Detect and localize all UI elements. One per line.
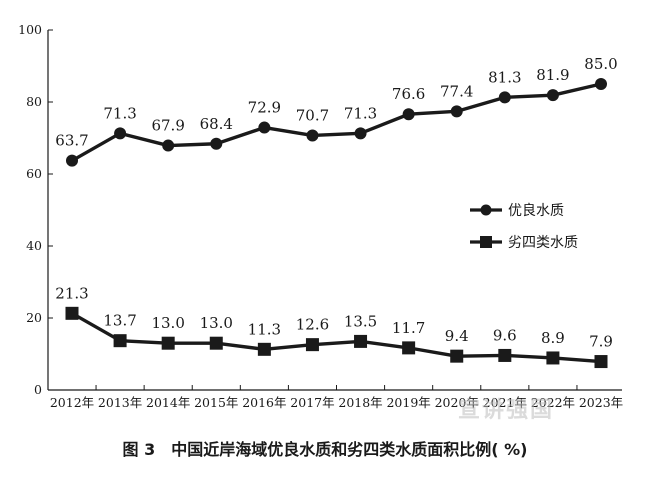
data-label: 72.9	[248, 99, 281, 117]
data-point	[498, 348, 512, 362]
data-label: 13.0	[200, 314, 233, 332]
data-point	[113, 334, 127, 348]
legend-label: 优良水质	[508, 203, 564, 219]
data-point	[65, 306, 79, 320]
x-tick-label: 2013年	[98, 395, 142, 410]
data-label: 12.6	[296, 316, 329, 334]
data-point	[162, 139, 175, 152]
data-label: 13.7	[103, 312, 136, 330]
x-tick-label: 2014年	[146, 395, 190, 410]
data-point	[546, 89, 559, 102]
x-tick-label: 2021年	[483, 395, 527, 410]
data-label: 81.9	[536, 66, 569, 84]
data-label: 76.6	[392, 85, 425, 103]
line-chart: 0 20 40 60 80 100 2012年 2013年 2014年 2015年 2016年 201…	[18, 22, 623, 410]
data-point	[498, 91, 511, 104]
legend-marker	[480, 204, 492, 216]
y-tick-label: 60	[26, 166, 42, 181]
data-label: 71.3	[103, 104, 136, 122]
data-point	[161, 336, 175, 350]
x-tick-label: 2017年	[290, 395, 334, 410]
data-label: 68.4	[200, 115, 233, 133]
data-label: 13.5	[344, 312, 377, 330]
data-label: 67.9	[151, 117, 184, 135]
x-tick-label: 2022年	[531, 395, 575, 410]
data-point	[354, 127, 367, 140]
data-label: 81.3	[488, 68, 521, 86]
data-label: 9.6	[493, 326, 517, 344]
data-point	[305, 338, 319, 352]
data-point	[257, 342, 271, 356]
x-tick-label: 2018年	[338, 395, 382, 410]
data-point	[402, 341, 416, 355]
data-label: 85.0	[584, 55, 617, 73]
x-tick-label: 2023年	[579, 395, 623, 410]
data-label: 13.0	[151, 314, 184, 332]
data-point	[450, 349, 464, 363]
y-tick-label: 80	[26, 94, 42, 109]
data-point	[354, 334, 368, 348]
data-label: 71.3	[344, 104, 377, 122]
data-point	[114, 127, 127, 140]
data-point	[594, 355, 608, 369]
x-tick-label: 2012年	[50, 395, 94, 410]
data-label: 70.7	[296, 106, 329, 124]
legend-label: 劣四类水质	[508, 235, 578, 251]
y-tick-label: 0	[34, 382, 42, 397]
y-tick-label: 40	[26, 238, 42, 253]
data-point	[546, 351, 560, 365]
data-label: 11.3	[248, 320, 281, 338]
figure-caption: 图 3 中国近岸海域优良水质和劣四类水质面积比例( %)	[122, 440, 528, 459]
x-tick-label: 2015年	[194, 395, 238, 410]
data-point	[450, 105, 463, 118]
series-line-2	[71, 311, 602, 364]
data-point	[210, 137, 223, 150]
data-label: 63.7	[55, 132, 88, 150]
data-point	[595, 78, 607, 90]
data-label: 8.9	[541, 329, 565, 347]
data-label: 11.7	[392, 319, 425, 337]
y-tick-label: 100	[18, 22, 42, 37]
watermark: 宣讲强国	[458, 398, 555, 423]
legend-marker	[480, 236, 492, 248]
data-point	[66, 154, 78, 167]
data-label: 21.3	[55, 284, 88, 302]
data-point	[402, 108, 415, 121]
y-tick-label: 20	[26, 310, 42, 325]
x-tick-label: 2019年	[386, 395, 430, 410]
data-label: 9.4	[445, 327, 469, 345]
data-point	[209, 336, 223, 350]
series-line-1	[71, 82, 602, 163]
x-tick-label: 2016年	[242, 395, 286, 410]
data-point	[306, 129, 319, 142]
data-point	[258, 121, 271, 134]
data-label: 7.9	[589, 333, 613, 351]
x-tick-label: 2020年	[435, 395, 479, 410]
data-label: 77.4	[440, 82, 473, 100]
